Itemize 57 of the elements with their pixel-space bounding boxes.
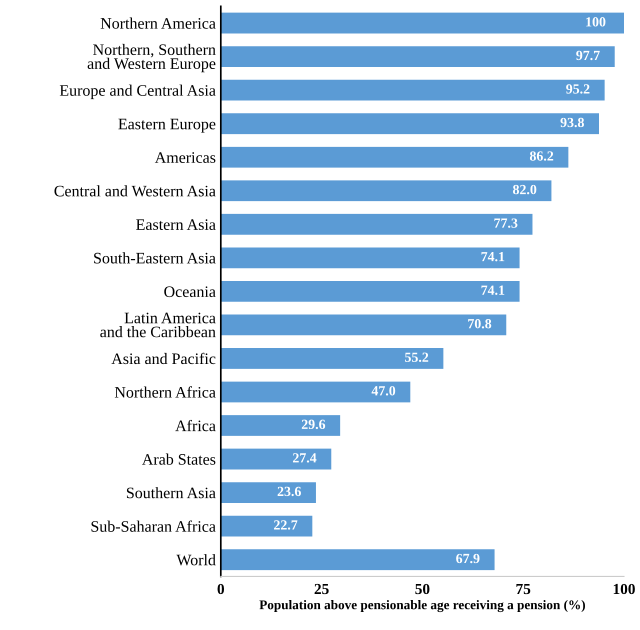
- bar: [220, 180, 552, 202]
- bar: [220, 482, 316, 503]
- y-tick-label: Africa: [175, 420, 216, 432]
- y-tick-label: Central and Western Asia: [54, 185, 216, 197]
- data-label: 93.8: [560, 118, 584, 128]
- y-tick-label: Latin America and the Caribbean: [100, 312, 216, 338]
- x-tick-label: 50: [415, 584, 430, 594]
- bar: [220, 247, 520, 268]
- y-tick-label: Sub-Saharan Africa: [91, 520, 216, 532]
- data-label: 100: [586, 17, 606, 27]
- data-label: 67.9: [456, 554, 480, 564]
- bar: [220, 516, 312, 537]
- data-label: 97.7: [576, 50, 600, 60]
- bar: [220, 280, 520, 302]
- y-tick-label: Southern Asia: [126, 487, 216, 498]
- bar: [220, 415, 340, 436]
- bar: [220, 12, 624, 34]
- bar: [220, 314, 506, 336]
- y-tick-label: Oceania: [164, 286, 216, 298]
- y-tick-label: Europe and Central Asia: [60, 84, 216, 100]
- data-label: 74.1: [481, 286, 504, 295]
- bar: [220, 448, 332, 470]
- x-tick-label: 0: [218, 584, 224, 594]
- x-axis-title: Population above pensionable age receiving a pension (%): [259, 600, 585, 612]
- y-tick-label: Northern Africa: [114, 386, 216, 398]
- y-tick-label: Arab States: [142, 454, 216, 465]
- data-label: 27.4: [292, 453, 316, 463]
- data-label: 86.2: [530, 151, 554, 161]
- bar: [220, 146, 568, 168]
- data-label: 22.7: [274, 520, 298, 530]
- x-tick-label: 25: [314, 584, 329, 594]
- y-tick-label: Northern, Southern and Western Europe: [88, 44, 216, 72]
- data-label: 47.0: [372, 386, 396, 396]
- bar: [220, 549, 495, 570]
- data-label: 95.2: [566, 84, 590, 94]
- x-tick-label: 100: [614, 584, 635, 594]
- y-tick-label: South-Eastern Asia: [94, 252, 216, 264]
- bar: [220, 113, 599, 134]
- x-tick-label: 75: [516, 584, 530, 594]
- bar: [220, 382, 410, 402]
- y-tick-label: Northern America: [100, 18, 216, 29]
- data-label: 74.1: [481, 252, 504, 262]
- y-tick-label: Eastern Asia: [136, 219, 216, 230]
- y-tick-label: Asia and Pacific: [111, 352, 216, 364]
- bar: [220, 214, 532, 235]
- data-label: 70.8: [468, 319, 492, 328]
- data-label: 77.3: [494, 218, 518, 228]
- data-label: 29.6: [302, 420, 326, 430]
- data-label: 82.0: [512, 184, 536, 194]
- data-label: 23.6: [278, 486, 301, 496]
- data-label: 55.2: [405, 352, 428, 362]
- bar: [220, 348, 444, 369]
- bar: [220, 80, 605, 101]
- bar: [220, 46, 615, 68]
- y-tick-label: World: [176, 554, 216, 566]
- y-tick-label: Eastern Europe: [118, 118, 216, 133]
- y-tick-label: Americas: [154, 152, 216, 163]
